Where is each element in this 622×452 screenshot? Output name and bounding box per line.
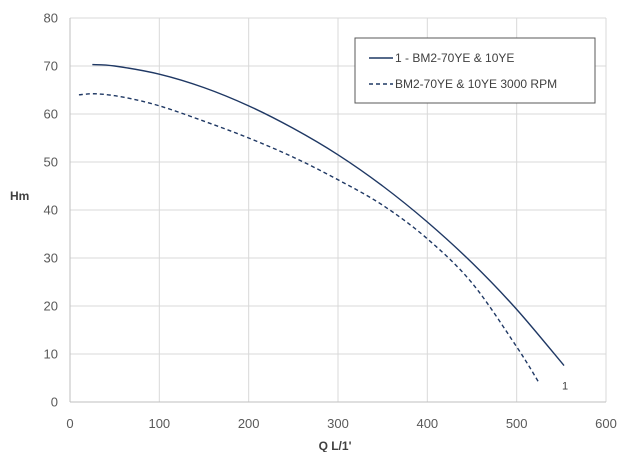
x-tick-label: 200 [238,416,260,431]
series-line-1 [92,63,565,366]
x-tick-label: 300 [327,416,349,431]
x-tick-label: 100 [148,416,170,431]
legend-box [354,37,596,104]
x-axis-title: Q L/1' [319,439,352,452]
plot-axes [69,18,606,403]
y-tick-label: 70 [44,59,58,74]
y-tick-label: 0 [51,395,58,410]
y-tick-label: 40 [44,203,58,218]
series-lines: 1 [78,63,568,393]
x-tick-label: 500 [506,416,528,431]
series-line-2 [78,93,540,384]
x-tick-label: 600 [595,416,617,431]
legend-label-1: 1 - BM2-70YE & 10YE [395,51,514,65]
x-tick-labels: 0 100 200 300 400 500 600 [66,416,616,431]
y-tick-label: 30 [44,251,58,266]
y-tick-label: 50 [44,155,58,170]
curve-end-label: 1 [562,381,568,393]
legend: 1 - BM2-70YE & 10YE BM2-70YE & 10YE 3000 … [354,37,596,104]
y-tick-label: 20 [44,299,58,314]
x-tick-label: 0 [66,416,73,431]
legend-label-2: BM2-70YE & 10YE 3000 RPM [395,77,557,91]
y-tick-label: 80 [44,11,58,26]
x-tick-label: 400 [416,416,438,431]
y-axis-title: Hm [10,189,29,203]
y-tick-label: 60 [44,107,58,122]
y-tick-labels: 0 10 20 30 40 50 60 70 80 [44,11,58,410]
y-tick-label: 10 [44,347,58,362]
